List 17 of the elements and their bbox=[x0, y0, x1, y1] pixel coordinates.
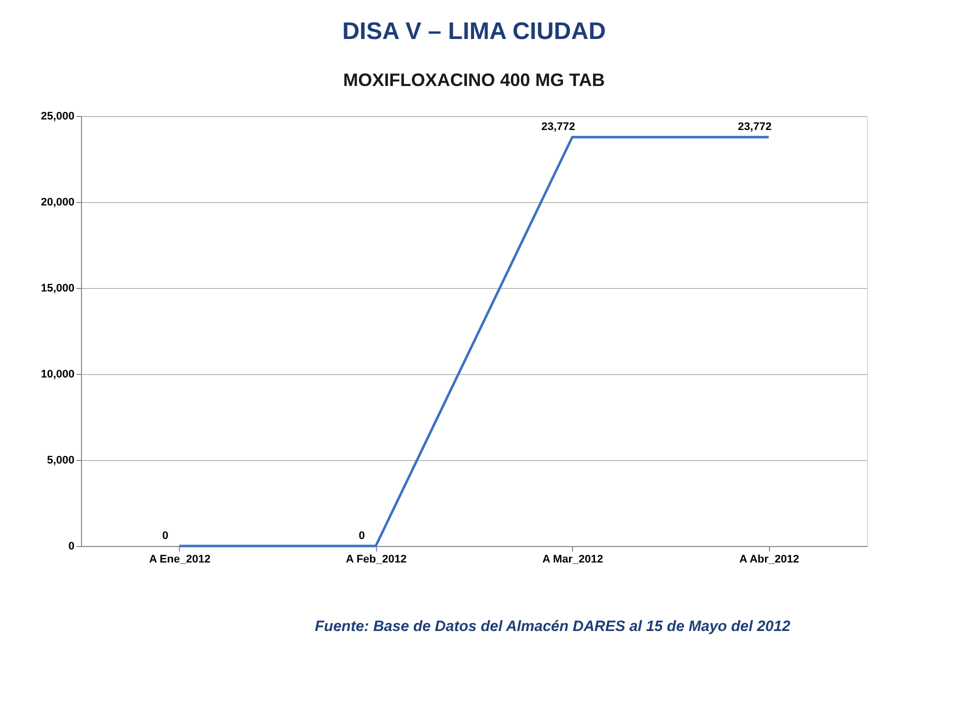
y-tick-label: 10,000 bbox=[40, 368, 74, 380]
x-tick-label: A Mar_2012 bbox=[542, 554, 604, 566]
x-tick-label: A Abr_2012 bbox=[739, 554, 800, 566]
y-tick-label: 25,000 bbox=[40, 110, 74, 122]
y-tick-label: 5,000 bbox=[46, 454, 74, 466]
chart-subtitle: MOXIFLOXACINO 400 MG TAB bbox=[343, 70, 605, 90]
data-label: 23,772 bbox=[541, 121, 576, 134]
data-label: 0 bbox=[358, 530, 365, 542]
y-tick-label: 15,000 bbox=[40, 282, 74, 294]
y-tick-label: 0 bbox=[68, 540, 74, 552]
source-note: Fuente: Base de Datos del Almacén DARES al 15 de Mayo del 2012 bbox=[314, 618, 791, 635]
x-tick-label: A Ene_2012 bbox=[149, 554, 210, 566]
x-tick-label: A Feb_2012 bbox=[346, 554, 407, 566]
data-label: 0 bbox=[162, 530, 168, 542]
data-label: 23,772 bbox=[738, 121, 772, 134]
chart-title: DISA V – LIMA CIUDAD bbox=[342, 18, 606, 45]
y-tick-label: 20,000 bbox=[40, 196, 74, 208]
